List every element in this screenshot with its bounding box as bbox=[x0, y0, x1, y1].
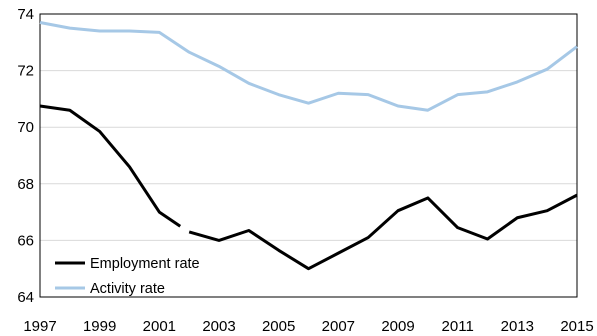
legend-item: Employment rate bbox=[55, 256, 200, 272]
x-tick-label: 2011 bbox=[442, 318, 474, 335]
x-tick-label: 2007 bbox=[322, 318, 355, 335]
tick-labels: 64 66 68 70 72 74 1997 1999 2001 2003 2005 2007 2009… bbox=[17, 6, 593, 335]
y-tick-label: 70 bbox=[17, 119, 34, 136]
x-tick-label: 2005 bbox=[262, 318, 295, 335]
legend-label: Activity rate bbox=[90, 281, 165, 297]
x-tick-label: 1999 bbox=[83, 318, 116, 335]
x-tick-label: 2009 bbox=[381, 318, 414, 335]
x-tick-label: 2015 bbox=[560, 318, 593, 335]
plot-frame bbox=[39, 13, 578, 298]
legend-label: Employment rate bbox=[90, 256, 200, 272]
series-line bbox=[39, 104, 182, 228]
series-1 bbox=[39, 104, 578, 271]
legend-item: Activity rate bbox=[55, 281, 165, 297]
y-tick-label: 64 bbox=[17, 289, 34, 306]
series-layer bbox=[39, 21, 578, 271]
series-2 bbox=[39, 21, 578, 112]
y-tick-label: 66 bbox=[17, 232, 34, 249]
series-line bbox=[188, 193, 578, 271]
series-line bbox=[39, 21, 578, 112]
axes bbox=[39, 13, 578, 298]
y-tick-label: 68 bbox=[17, 176, 34, 193]
y-tick-label: 72 bbox=[17, 63, 34, 80]
x-tick-label: 2001 bbox=[143, 318, 176, 335]
x-tick-label: 2013 bbox=[501, 318, 534, 335]
x-tick-label: 2003 bbox=[202, 318, 235, 335]
legend: Employment rate Activity rate bbox=[55, 256, 200, 297]
y-tick-label: 74 bbox=[17, 6, 34, 23]
x-tick-label: 1997 bbox=[23, 318, 56, 335]
